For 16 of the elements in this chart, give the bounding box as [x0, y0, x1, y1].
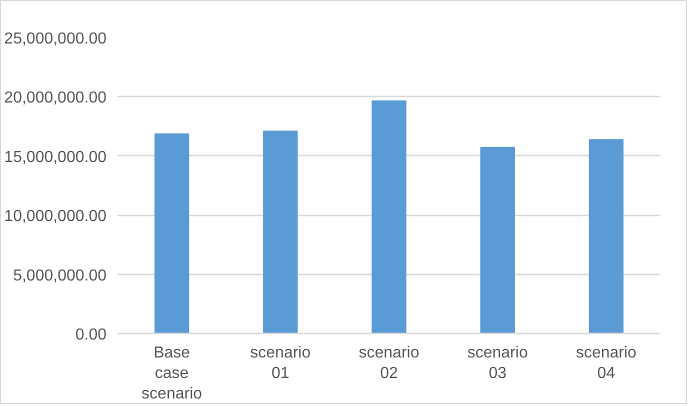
- y-tick-label: 25,000,000.00: [4, 30, 107, 48]
- bar: [372, 100, 406, 334]
- y-tick-label: 10,000,000.00: [4, 208, 107, 226]
- y-tick-label: 0.00: [75, 326, 107, 344]
- x-tick-label: scenario 03: [467, 344, 528, 382]
- bar: [588, 139, 624, 334]
- y-tick-label: 20,000,000.00: [4, 90, 107, 107]
- bar: [154, 133, 190, 334]
- y-tick-label: 5,000,000.00: [13, 267, 107, 284]
- y-tick-label: 15,000,000.00: [4, 148, 107, 166]
- x-tick-label: scenario 02: [358, 344, 420, 382]
- bar: [263, 130, 298, 334]
- x-tick-label: Base case scenario: [142, 344, 202, 402]
- bar: [480, 146, 515, 334]
- x-tick-label: scenario 04: [576, 344, 637, 382]
- x-tick-label: scenario 01: [250, 344, 311, 382]
